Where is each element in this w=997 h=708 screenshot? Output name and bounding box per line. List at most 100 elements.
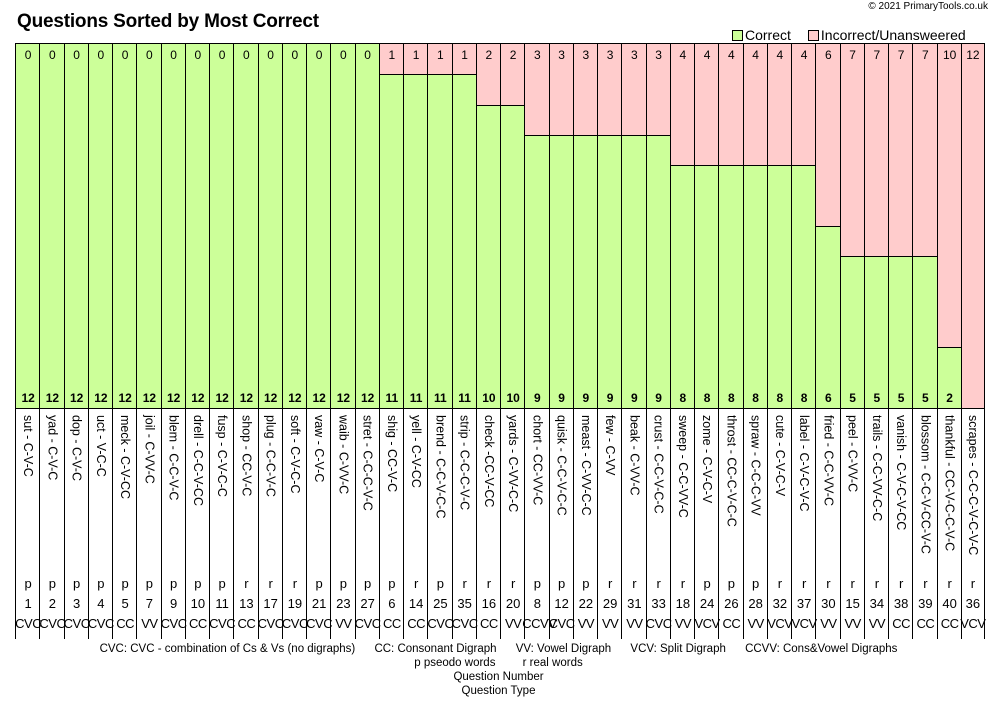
question-number-label: 24	[699, 596, 715, 611]
word-type-label: r	[970, 576, 976, 591]
question-type-label: VV	[626, 616, 643, 631]
incorrect-value-label: 4	[728, 48, 735, 62]
stacked-bar: 12 0	[40, 43, 65, 409]
word-type-label: p	[48, 576, 56, 591]
question-type-label: CVC	[160, 616, 187, 631]
chart-column: 9 3 quisk - C-C-V-C-C p 12 CVC	[548, 43, 575, 639]
question-type-label: CC	[479, 616, 498, 631]
question-number-label: 7	[145, 596, 153, 611]
stacked-bar: 12 0	[355, 43, 380, 409]
legend-item-correct: Correct	[732, 27, 791, 43]
chart-column: 12 0 vaw - C-V-C p 21 CVC	[306, 43, 333, 639]
stacked-bar: 12 0	[185, 43, 210, 409]
stacked-bar: 12	[961, 43, 984, 409]
correct-segment	[161, 44, 186, 408]
question-word-label: yards - C-VV-C-C	[506, 415, 521, 513]
word-type-label: p	[727, 576, 735, 591]
stacked-bar: 12 0	[161, 43, 186, 409]
question-type-label: VCV	[767, 616, 793, 631]
correct-segment	[307, 44, 332, 408]
word-type-label: p	[436, 576, 444, 591]
question-type-label: VV	[844, 616, 861, 631]
correct-value-label: 12	[21, 391, 35, 405]
question-word-label: shig - CC-V-C	[384, 415, 399, 493]
correct-segment	[476, 104, 501, 408]
correct-value-label: 5	[849, 391, 856, 405]
question-number-label: 15	[845, 596, 860, 611]
word-type-label: r	[292, 576, 298, 591]
incorrect-value-label: 12	[966, 48, 980, 62]
question-word-label: trails - C-C-VV-C-C	[869, 415, 884, 522]
question-number-label: 17	[263, 596, 278, 611]
question-type-label: CVC	[281, 616, 308, 631]
incorrect-value-label: 7	[849, 48, 856, 62]
correct-value-label: 12	[142, 391, 157, 405]
question-number-label: 30	[821, 596, 836, 611]
incorrect-value-label: 4	[679, 48, 687, 62]
incorrect-value-label: 3	[606, 48, 614, 62]
question-type-label: CC	[892, 616, 911, 631]
incorrect-value-label: 0	[364, 48, 371, 62]
question-word-label: sut - C-V-C	[21, 415, 36, 477]
word-type-label: r	[801, 576, 807, 591]
incorrect-value-label: 3	[655, 48, 662, 62]
question-type-label: CC	[407, 616, 426, 631]
stacked-bar: 11 1	[428, 43, 453, 409]
question-number-label: 12	[554, 596, 569, 611]
question-word-label: sweep - C-C-VV-C	[675, 415, 690, 518]
correct-segment	[64, 44, 89, 408]
question-type-label: CVC	[257, 616, 284, 631]
legend-incorrect-label: Incorrect/Unansweered	[820, 27, 966, 43]
word-type-label: r	[244, 576, 249, 591]
correct-segment	[137, 44, 162, 408]
stacked-bar: 12 0	[16, 43, 41, 409]
correct-segment	[622, 135, 647, 408]
stacked-bar: 11 1	[404, 43, 429, 409]
chart-column: 12 0 drell - C-C-V-CC p 10 CC	[184, 43, 210, 639]
question-type-label: CVC	[209, 616, 236, 631]
correct-value-label: 9	[606, 391, 614, 405]
correct-segment	[113, 44, 138, 408]
incorrect-value-label: 1	[437, 48, 444, 62]
question-word-label: fried - C-C-VV-C	[821, 415, 836, 506]
chart-column: 8 4 sweep - C-C-VV-C r 18 VV	[669, 43, 695, 639]
question-word-label: vaw - C-V-C	[312, 415, 327, 483]
incorrect-value-label: 0	[73, 48, 80, 62]
question-type-label: VV	[504, 616, 522, 631]
question-number-label: 23	[336, 596, 351, 611]
key-ccvv: CCVV: Cons&Vowel Digraphs	[745, 643, 898, 655]
correct-segment	[913, 256, 938, 408]
question-number-label: 29	[602, 596, 618, 611]
question-word-label: soft - C-V-C-C	[287, 415, 302, 494]
correct-value-label: 9	[558, 391, 565, 405]
question-number-label: 13	[239, 596, 254, 611]
question-word-label: strip - C-C-C-V-C	[457, 415, 472, 511]
correct-segment	[646, 135, 671, 408]
question-word-label: thankful - CC-V-C-C-V-C	[942, 415, 957, 552]
question-word-label: scrapes - C-C-C-V-C-V-C	[965, 415, 980, 556]
correct-segment	[88, 44, 113, 408]
question-type-label: VV	[577, 616, 595, 631]
question-word-label: fusp - C-V-C-C	[215, 415, 230, 497]
correct-segment	[670, 165, 695, 408]
correct-segment	[598, 135, 623, 408]
question-type-label: CC	[940, 616, 959, 631]
stacked-bar: 12 0	[258, 43, 283, 409]
correct-value-label: 10	[506, 391, 520, 405]
incorrect-value-label: 7	[922, 48, 929, 62]
correct-value-label: 10	[482, 391, 496, 405]
question-number-label: 39	[918, 596, 933, 611]
incorrect-value-label: 7	[897, 48, 905, 62]
correct-segment	[573, 135, 598, 408]
question-type-label: CVC	[645, 616, 672, 631]
correct-value-label: 12	[94, 391, 108, 405]
correct-value-label: 6	[825, 391, 832, 405]
page-title: Questions Sorted by Most Correct	[17, 11, 319, 32]
question-type-label: VCV	[791, 616, 818, 631]
